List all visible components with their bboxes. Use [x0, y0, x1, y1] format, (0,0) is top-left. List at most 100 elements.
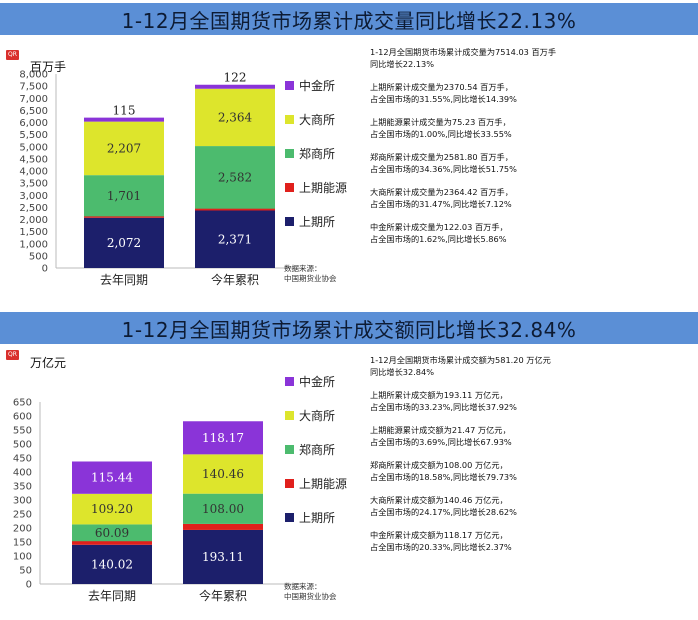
legend-label: 上期能源 [299, 181, 347, 195]
note-line: 占全国市场的34.36%,同比增长51.75% [370, 164, 517, 174]
source-line: 中国期货业协会 [284, 592, 337, 601]
legend-label: 上期所 [299, 511, 335, 525]
note-line: 同比增长22.13% [370, 59, 434, 69]
bar-segment [72, 461, 152, 494]
data-label: 1,701 [107, 189, 141, 203]
y-tick-label: 6,500 [19, 106, 48, 117]
note-line: 占全国市场的3.69%,同比增长67.93% [370, 437, 512, 447]
legend-swatch [285, 479, 294, 488]
note-line: 占全国市场的33.23%,同比增长37.92% [370, 402, 517, 412]
bar-segment [84, 175, 164, 217]
note-line: 上期所累计成交额为193.11 万亿元， [370, 390, 508, 400]
bar-segment [183, 421, 263, 455]
note-item: 上期所累计成交额为193.11 万亿元， 占全国市场的33.23%,同比增长37.… [370, 389, 695, 413]
note-line: 上期能源累计成交额为21.47 万亿元， [370, 425, 511, 435]
volume-panel: QR 百万手 0 500 1,000 1,500 2,000 2,500 3,000 3,50… [0, 42, 698, 314]
y-tick-label: 4,000 [19, 167, 48, 178]
note-line: 占全国市场的31.47%,同比增长7.12% [370, 199, 512, 209]
note-item: 大商所累计成交量为2364.42 百万手， 占全国市场的31.47%,同比增长7.… [370, 186, 695, 210]
data-label: 2,207 [107, 141, 141, 155]
legend-swatch [285, 411, 294, 420]
bar-segment [195, 84, 275, 89]
note-line: 占全国市场的1.00%,同比增长33.55% [370, 129, 512, 139]
category-label: 去年同期 [100, 273, 148, 287]
bar-segment [195, 88, 275, 147]
bar-segment [183, 529, 263, 584]
data-source-volume: 数据来源： 中国期货业协会 [284, 264, 337, 284]
note-line: 占全国市场的18.58%,同比增长79.73% [370, 472, 517, 482]
bar-segment [183, 493, 263, 524]
legend-swatch [285, 377, 294, 386]
turnover-chart: 0 50 100 150 200 250 300 350 400 450 500 550 600 650 1… [13, 374, 347, 603]
volume-notes: 1-12月全国期货市场累计成交量为7514.03 百万手 同比增长22.13% 上期… [370, 46, 695, 256]
note-item: 中金所累计成交额为118.17 万亿元， 占全国市场的20.33%,同比增长2.3… [370, 529, 695, 553]
data-label: 2,364 [218, 110, 253, 124]
legend-swatch [285, 513, 294, 522]
source-line: 数据来源： [284, 582, 322, 591]
bar-segment [84, 117, 164, 122]
bar-segment [72, 540, 152, 545]
qr-badge-icon: QR [6, 350, 19, 360]
bar-segment [183, 523, 263, 530]
note-item: 上期能源累计成交额为21.47 万亿元， 占全国市场的3.69%,同比增长67.9… [370, 424, 695, 448]
category-label: 去年同期 [88, 589, 136, 603]
y-tick-label: 8,000 [19, 70, 48, 81]
legend-label: 大商所 [299, 112, 335, 127]
unit-label-turnover: 万亿元 [30, 356, 67, 370]
data-label: 118.17 [202, 431, 244, 445]
y-tick-label: 4,500 [19, 154, 48, 165]
note-line: 大商所累计成交额为140.46 万亿元， [370, 495, 508, 505]
data-label: 140.02 [91, 557, 133, 571]
note-line: 中金所累计成交额为118.17 万亿元， [370, 530, 508, 540]
bar-segment [195, 210, 275, 268]
turnover-panel: QR 万亿元 0 50 100 150 200 250 300 350 400 450 500 550… [0, 348, 698, 620]
note-line: 占全国市场的20.33%,同比增长2.37% [370, 542, 512, 552]
data-label: 122 [224, 71, 247, 85]
source-line: 数据来源： [284, 264, 322, 273]
legend-swatch [285, 81, 294, 90]
note-line: 郑商所累计成交量为2581.80 百万手， [370, 152, 513, 162]
data-label: 2,582 [218, 170, 252, 184]
note-item: 上期所累计成交量为2370.54 百万手， 占全国市场的31.55%,同比增长14… [370, 81, 695, 105]
y-tick-label: 0 [26, 580, 32, 591]
bar-segment [72, 544, 152, 584]
y-tick-label: 150 [13, 538, 32, 549]
source-line: 中国期货业协会 [284, 274, 337, 283]
y-tick-label: 7,500 [19, 82, 48, 93]
y-tick-label: 0 [42, 264, 48, 275]
note-line: 中金所累计成交量为122.03 百万手， [370, 222, 508, 232]
title-banner-volume: 1-12月全国期货市场累计成交量同比增长22.13% [0, 3, 698, 35]
legend-label: 上期所 [299, 215, 335, 229]
category-label: 今年累积 [199, 588, 247, 603]
note-line: 郑商所累计成交额为108.00 万亿元， [370, 460, 508, 470]
legend-swatch [285, 445, 294, 454]
y-tick-label: 3,000 [19, 191, 48, 202]
bar-segment [195, 146, 275, 209]
note-line: 1-12月全国期货市场累计成交量为7514.03 百万手 [370, 47, 557, 57]
y-tick-label: 5,500 [19, 130, 48, 141]
note-line: 占全国市场的1.62%,同比增长5.86% [370, 234, 507, 244]
y-tick-label: 300 [13, 496, 32, 507]
y-tick-label: 250 [13, 510, 32, 521]
category-label: 今年累积 [211, 272, 259, 287]
legend-label: 郑商所 [299, 442, 335, 457]
legend-label: 中金所 [299, 78, 335, 93]
legend-swatch [285, 183, 294, 192]
y-tick-label: 600 [13, 412, 32, 423]
note-item: 上期能源累计成交量为75.23 百万手， 占全国市场的1.00%,同比增长33.5… [370, 116, 695, 140]
y-tick-label: 200 [13, 524, 32, 535]
note-line: 占全国市场的24.17%,同比增长28.62% [370, 507, 517, 517]
legend-swatch [285, 149, 294, 158]
note-item: 1-12月全国期货市场累计成交量为7514.03 百万手 同比增长22.13% [370, 46, 695, 70]
data-label: 108.00 [202, 502, 244, 516]
title-turnover: 1-12月全国期货市场累计成交额同比增长32.84% [121, 317, 577, 342]
note-item: 大商所累计成交额为140.46 万亿元， 占全国市场的24.17%,同比增长28.… [370, 494, 695, 518]
legend-label: 大商所 [299, 408, 335, 423]
note-item: 中金所累计成交量为122.03 百万手， 占全国市场的1.62%,同比增长5.86… [370, 221, 695, 245]
y-tick-label: 550 [13, 426, 32, 437]
note-line: 同比增长32.84% [370, 367, 434, 377]
note-line: 大商所累计成交量为2364.42 百万手， [370, 187, 513, 197]
qr-badge-icon: QR [6, 50, 19, 60]
bar-segment [84, 217, 164, 268]
